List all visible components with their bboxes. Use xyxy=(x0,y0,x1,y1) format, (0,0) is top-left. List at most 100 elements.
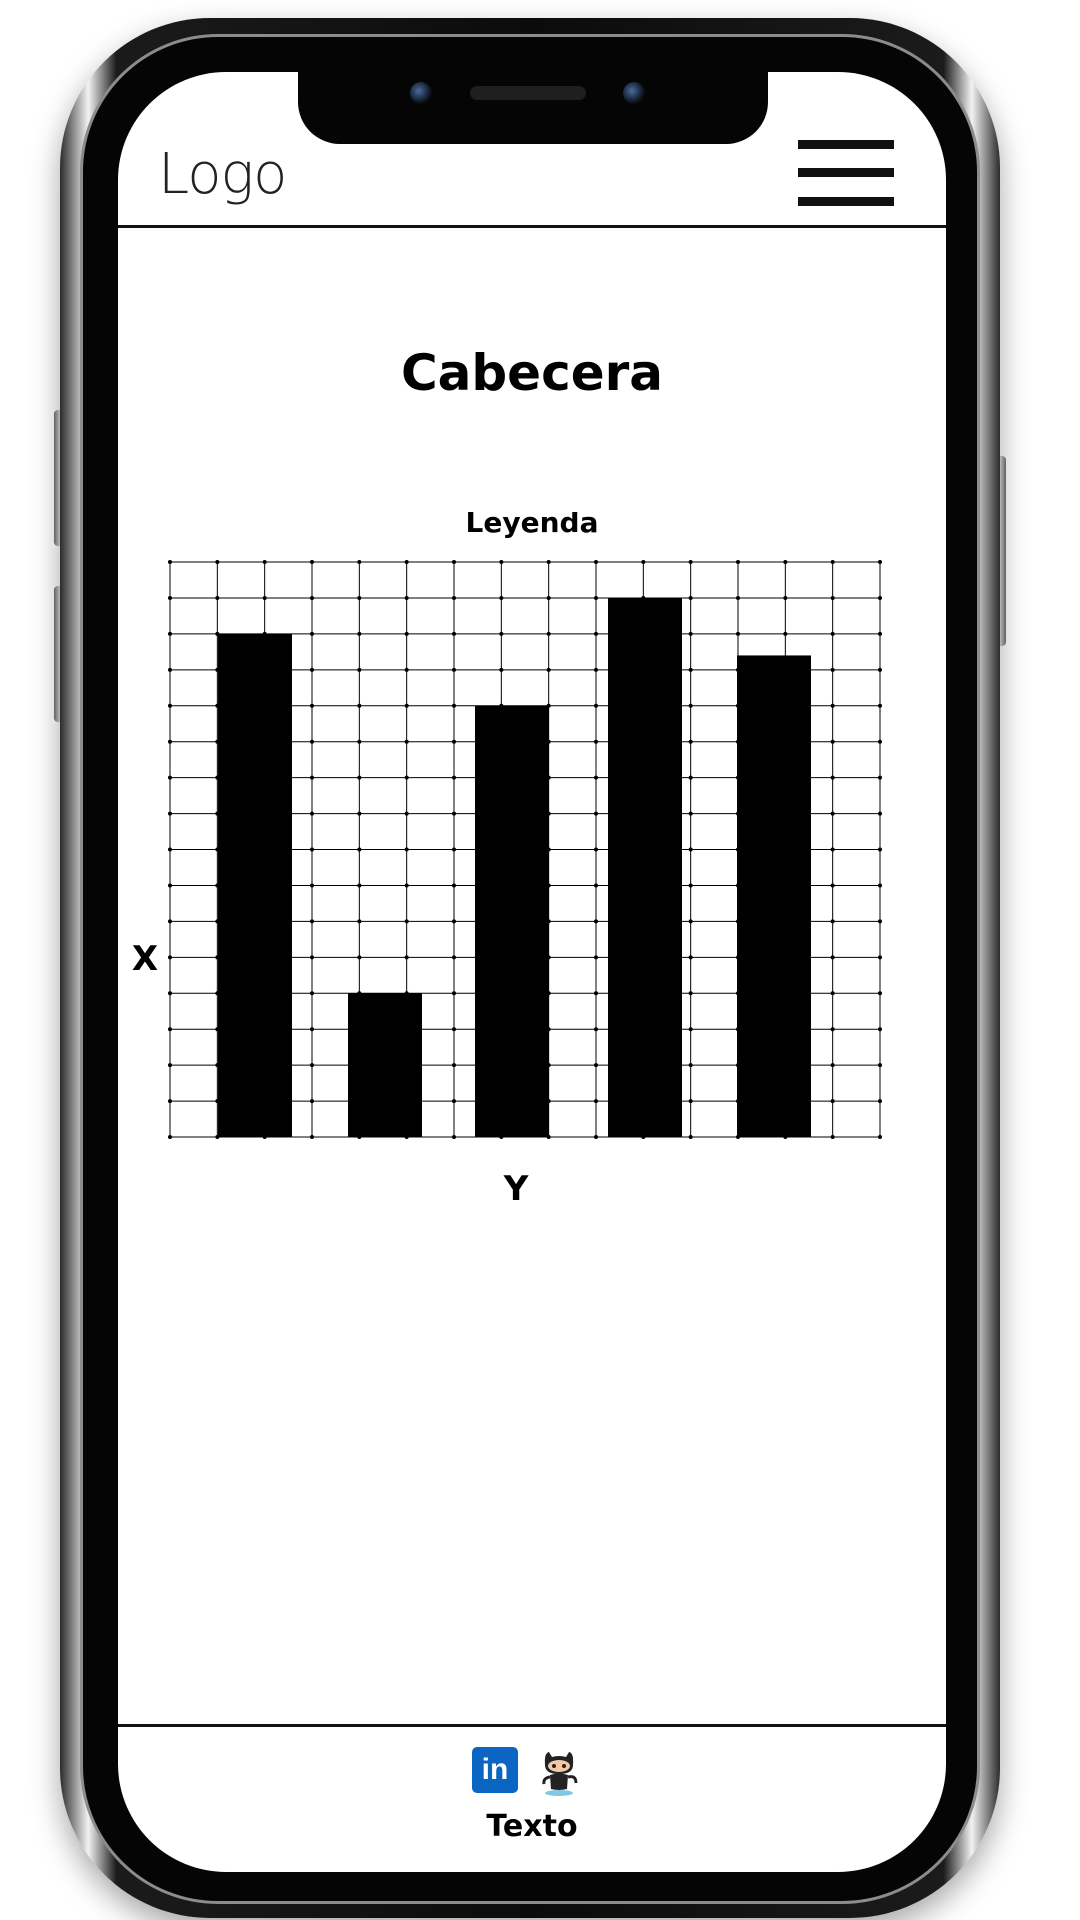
grid-tick xyxy=(783,631,788,636)
grid-tick xyxy=(878,1027,882,1032)
grid-tick xyxy=(878,739,882,744)
chart-legend: Leyenda xyxy=(466,512,599,539)
grid-tick xyxy=(168,775,172,780)
linkedin-icon[interactable]: in xyxy=(472,1747,518,1793)
grid-tick xyxy=(404,847,409,852)
grid-tick xyxy=(310,595,314,600)
grid-tick xyxy=(594,775,598,780)
social-links: in xyxy=(118,1747,946,1797)
grid-tick xyxy=(878,703,882,708)
grid-tick xyxy=(736,595,740,600)
grid-tick xyxy=(830,811,835,816)
grid-tick xyxy=(594,811,598,816)
app-footer: in Texto xyxy=(118,1724,946,1872)
grid-tick xyxy=(168,919,172,924)
grid-tick xyxy=(168,560,172,564)
grid-tick xyxy=(357,560,362,564)
grid-tick xyxy=(688,1063,693,1068)
grid-tick xyxy=(830,991,835,996)
grid-tick xyxy=(310,1135,314,1139)
grid-tick xyxy=(357,703,362,708)
grid-tick xyxy=(168,1027,172,1032)
grid-tick xyxy=(262,595,267,600)
grid-tick xyxy=(310,560,314,564)
grid-tick xyxy=(783,595,788,600)
grid-tick xyxy=(168,595,172,600)
grid-tick xyxy=(310,631,314,636)
chart-bar xyxy=(218,633,292,1137)
grid-tick xyxy=(594,631,598,636)
grid-tick xyxy=(594,991,598,996)
grid-tick xyxy=(310,919,314,924)
grid-tick xyxy=(594,883,598,888)
page-title: Cabecera xyxy=(400,344,664,402)
app-screen: Logo Cabecera Leyenda X Y xyxy=(118,72,946,1872)
logo[interactable]: Logo xyxy=(158,142,287,207)
chart-bar xyxy=(737,655,811,1137)
grid-tick xyxy=(168,739,172,744)
grid-tick xyxy=(830,1027,835,1032)
grid-tick xyxy=(168,847,172,852)
grid-tick xyxy=(546,595,551,600)
grid-tick xyxy=(357,739,362,744)
grid-tick xyxy=(688,739,693,744)
grid-tick xyxy=(830,847,835,852)
grid-tick xyxy=(452,560,456,564)
grid-tick xyxy=(310,883,314,888)
grid-tick xyxy=(830,631,835,636)
grid-tick xyxy=(594,847,598,852)
grid-tick xyxy=(404,739,409,744)
grid-tick xyxy=(688,1135,693,1139)
grid-tick xyxy=(878,991,882,996)
grid-tick xyxy=(310,703,314,708)
menu-icon-bar xyxy=(798,140,894,149)
grid-tick xyxy=(878,883,882,888)
grid-tick xyxy=(830,739,835,744)
speaker-grille xyxy=(470,86,586,100)
grid-tick xyxy=(736,560,740,564)
grid-tick xyxy=(310,1099,314,1104)
grid-tick xyxy=(357,595,362,600)
grid-tick xyxy=(452,1135,456,1139)
grid-tick xyxy=(310,667,314,672)
grid-tick xyxy=(878,919,882,924)
grid-tick xyxy=(688,955,693,960)
grid-tick xyxy=(452,919,456,924)
grid-tick xyxy=(452,847,456,852)
grid-tick xyxy=(830,1099,835,1104)
grid-tick xyxy=(452,955,456,960)
grid-tick xyxy=(830,560,835,564)
grid-tick xyxy=(499,595,504,600)
grid-tick xyxy=(688,560,693,564)
grid-tick xyxy=(688,919,693,924)
grid-tick xyxy=(404,703,409,708)
grid-tick xyxy=(688,811,693,816)
grid-tick xyxy=(262,560,267,564)
sensor-icon xyxy=(623,82,645,104)
grid-tick xyxy=(830,919,835,924)
grid-tick xyxy=(878,631,882,636)
menu-icon-bar xyxy=(798,168,894,177)
hamburger-menu-button[interactable] xyxy=(798,140,894,208)
grid-tick xyxy=(688,703,693,708)
grid-tick xyxy=(168,1135,172,1139)
grid-tick xyxy=(830,667,835,672)
grid-tick xyxy=(499,667,504,672)
bar-chart: Leyenda X Y xyxy=(132,512,882,1209)
grid-tick xyxy=(688,883,693,888)
grid-tick xyxy=(310,955,314,960)
grid-tick xyxy=(357,955,362,960)
grid-tick xyxy=(878,775,882,780)
grid-tick xyxy=(594,1063,598,1068)
grid-tick xyxy=(310,991,314,996)
grid-tick xyxy=(830,955,835,960)
grid-tick xyxy=(830,595,835,600)
phone-notch xyxy=(298,72,768,144)
grid-tick xyxy=(452,595,456,600)
grid-tick xyxy=(452,811,456,816)
github-icon[interactable] xyxy=(536,1747,582,1797)
grid-tick xyxy=(594,667,598,672)
grid-tick xyxy=(688,847,693,852)
grid-tick xyxy=(215,560,220,564)
grid-tick xyxy=(688,631,693,636)
